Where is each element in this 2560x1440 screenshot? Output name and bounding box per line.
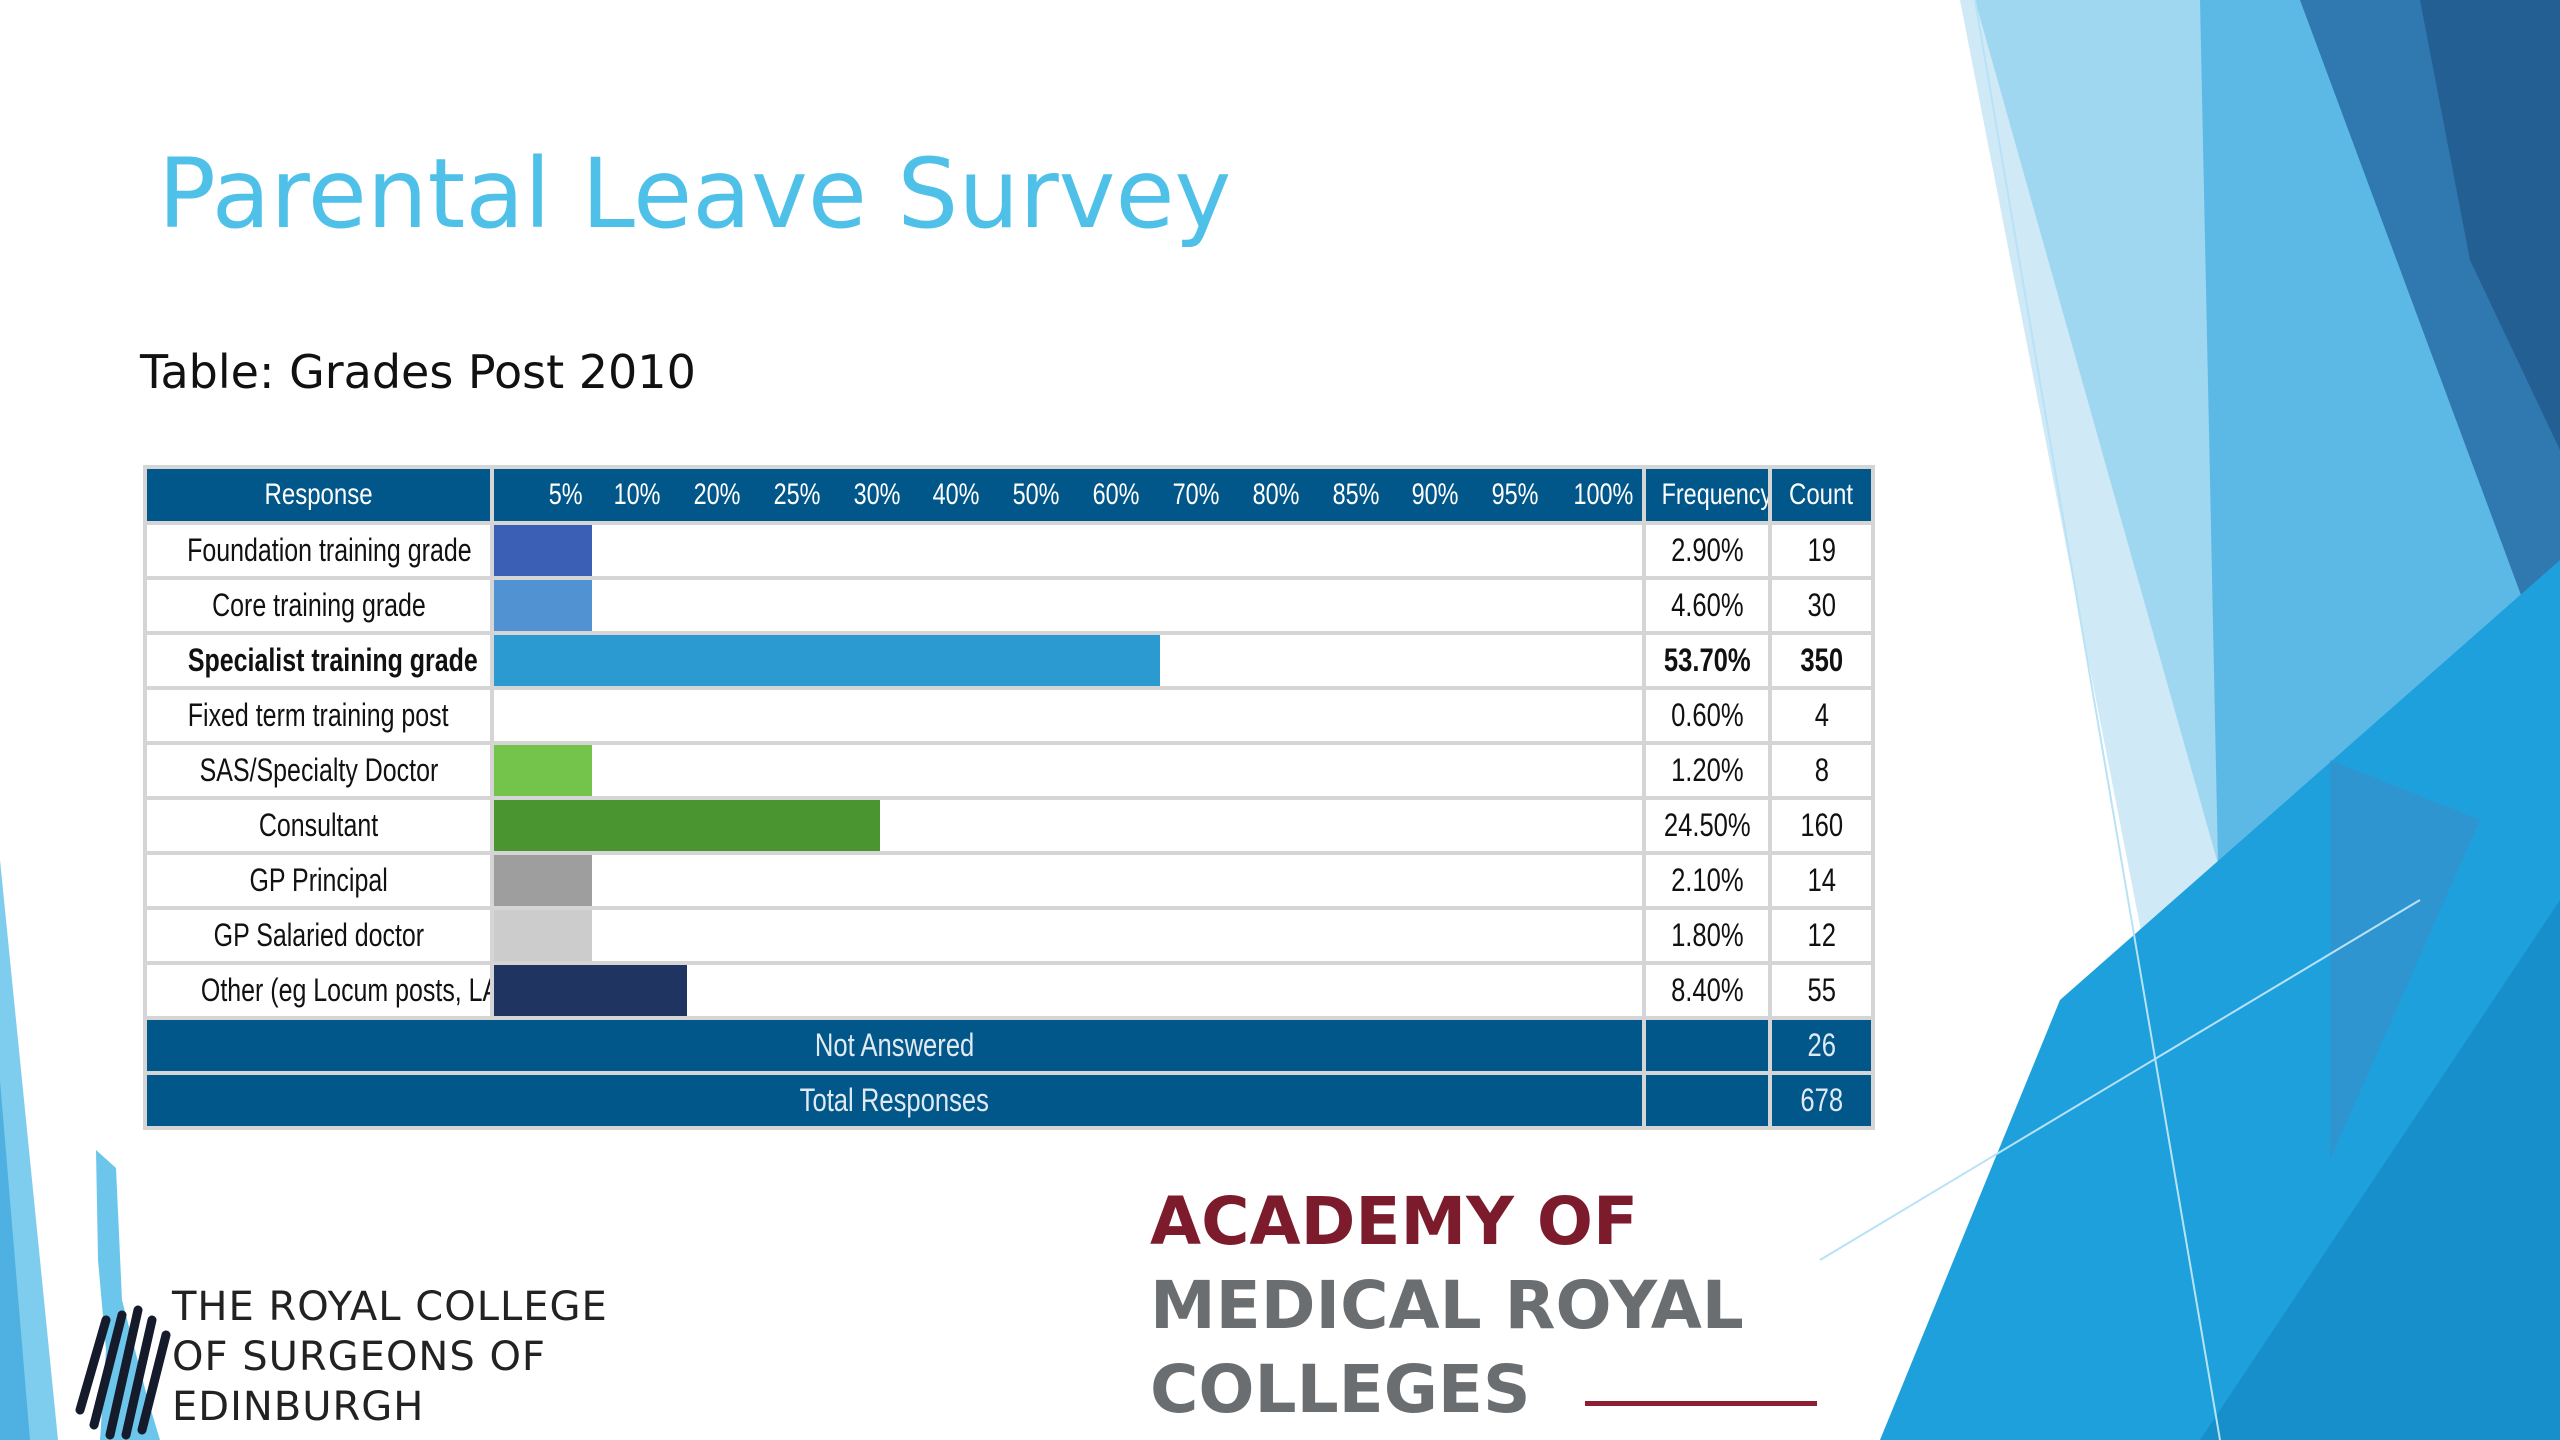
table-row: Foundation training grade 2.90% 19 <box>143 521 1875 580</box>
count-value: 8 <box>1768 741 1875 800</box>
slide-title: Parental Leave Survey <box>158 138 1232 250</box>
response-bar <box>496 967 687 1014</box>
response-label: Foundation training grade <box>143 521 494 580</box>
not-answered-label: Not Answered <box>143 1016 1646 1075</box>
header-scale: 5% 10% 20% 25% 30% 40% 50% 60% 70% 80% 85% 90% 95% 10… <box>490 465 1646 525</box>
response-bar <box>496 747 592 794</box>
table-header-row: Response 5% 10% 20% 25% 30% 40% 50% 60% 70% 80% 85… <box>143 465 1875 525</box>
header-frequency: Frequency <box>1642 465 1772 525</box>
response-bar <box>496 912 592 959</box>
header-count: Count <box>1768 465 1875 525</box>
response-label: GP Salaried doctor <box>143 906 494 965</box>
table-caption: Table: Grades Post 2010 <box>140 345 696 399</box>
table-row: Other (eg Locum posts, LATs, post 8.40%55 <box>143 961 1875 1020</box>
scale-label: 80% <box>1252 478 1300 511</box>
amrc-logo-underline <box>1585 1401 1817 1406</box>
scale-label: 85% <box>1332 478 1380 511</box>
amrc-logo-line: MEDICAL ROYAL <box>1150 1267 1744 1344</box>
frequency-value: 2.10% <box>1642 851 1772 910</box>
frequency-value: 24.50% <box>1642 796 1772 855</box>
bar-cell <box>490 576 1646 635</box>
rcs-logo-line: OF SURGEONS OF <box>172 1334 546 1380</box>
not-answered-count: 26 <box>1768 1016 1875 1075</box>
not-answered-row: Not Answered 26 <box>143 1016 1875 1075</box>
count-value: 12 <box>1768 906 1875 965</box>
frequency-value: 0.60% <box>1642 686 1772 745</box>
response-label: GP Principal <box>143 851 494 910</box>
scale-label: 20% <box>693 478 741 511</box>
table-row: SAS/Specialty Doctor 1.20% 8 <box>143 741 1875 800</box>
header-response: Response <box>143 465 494 525</box>
scale-label: 10% <box>613 478 661 511</box>
scale-label: 50% <box>1012 478 1060 511</box>
scale-label: 90% <box>1412 478 1459 511</box>
response-label: SAS/Specialty Doctor <box>143 741 494 800</box>
frequency-value: 1.80% <box>1642 906 1772 965</box>
total-responses-label: Total Responses <box>143 1071 1646 1130</box>
frequency-value: 53.70% <box>1642 631 1772 690</box>
response-bar <box>496 857 592 904</box>
bar-cell <box>490 906 1646 965</box>
scale-label: 30% <box>853 478 901 511</box>
response-bar <box>496 802 880 849</box>
response-bar <box>496 582 592 629</box>
scale-label: 60% <box>1092 478 1140 511</box>
scale-label: 5% <box>548 478 583 511</box>
table-row: GP Principal 2.10% 14 <box>143 851 1875 910</box>
response-label: Other (eg Locum posts, LATs, post <box>143 961 494 1020</box>
scale-label: 70% <box>1172 478 1220 511</box>
count-value: 30 <box>1768 576 1875 635</box>
frequency-value: 8.40% <box>1642 961 1772 1020</box>
scale-label: 25% <box>773 478 821 511</box>
rcs-logo-line: THE ROYAL COLLEGE <box>172 1284 608 1330</box>
bar-cell <box>490 851 1646 910</box>
bar-cell <box>490 521 1646 580</box>
amrc-logo: ACADEMY OF MEDICAL ROYAL COLLEGES <box>1150 1180 1744 1432</box>
count-value: 14 <box>1768 851 1875 910</box>
amrc-logo-line: COLLEGES <box>1150 1351 1531 1428</box>
rcs-logo-text: THE ROYAL COLLEGE OF SURGEONS OF EDINBUR… <box>172 1282 608 1432</box>
table-row: Core training grade 4.60% 30 <box>143 576 1875 635</box>
bar-cell <box>490 741 1646 800</box>
scale-label: 95% <box>1491 478 1539 511</box>
table-row: Specialist training grade 53.70% 350 <box>143 631 1875 690</box>
table-row: Consultant 24.50% 160 <box>143 796 1875 855</box>
response-bar <box>496 637 1160 684</box>
response-bar <box>496 527 592 574</box>
bar-cell <box>490 631 1646 690</box>
rcs-logo-line: EDINBURGH <box>172 1384 425 1430</box>
scale-label: 40% <box>933 478 980 511</box>
bar-cell <box>490 961 1646 1020</box>
total-responses-row: Total Responses 678 <box>143 1071 1875 1130</box>
response-label: Fixed term training post <box>143 686 494 745</box>
total-responses-frequency <box>1642 1071 1772 1130</box>
rcs-edinburgh-logo-icon <box>75 1150 171 1440</box>
frequency-value: 1.20% <box>1642 741 1772 800</box>
total-responses-count: 678 <box>1768 1071 1875 1130</box>
bar-cell <box>490 686 1646 745</box>
grades-table: Response 5% 10% 20% 25% 30% 40% 50% 60% 70% 80% 85… <box>143 465 1875 1130</box>
table-row: GP Salaried doctor 1.80% 12 <box>143 906 1875 965</box>
response-label: Consultant <box>143 796 494 855</box>
response-label: Core training grade <box>143 576 494 635</box>
amrc-logo-line: ACADEMY OF <box>1150 1183 1639 1260</box>
frequency-value: 2.90% <box>1642 521 1772 580</box>
frequency-value: 4.60% <box>1642 576 1772 635</box>
bar-cell <box>490 796 1646 855</box>
count-value: 160 <box>1768 796 1875 855</box>
count-value: 19 <box>1768 521 1875 580</box>
count-value: 55 <box>1768 961 1875 1020</box>
count-value: 4 <box>1768 686 1875 745</box>
scale-label: 100% <box>1573 478 1634 511</box>
not-answered-frequency <box>1642 1016 1772 1075</box>
count-value: 350 <box>1768 631 1875 690</box>
response-label: Specialist training grade <box>143 631 494 690</box>
table-row: Fixed term training post 0.60% 4 <box>143 686 1875 745</box>
